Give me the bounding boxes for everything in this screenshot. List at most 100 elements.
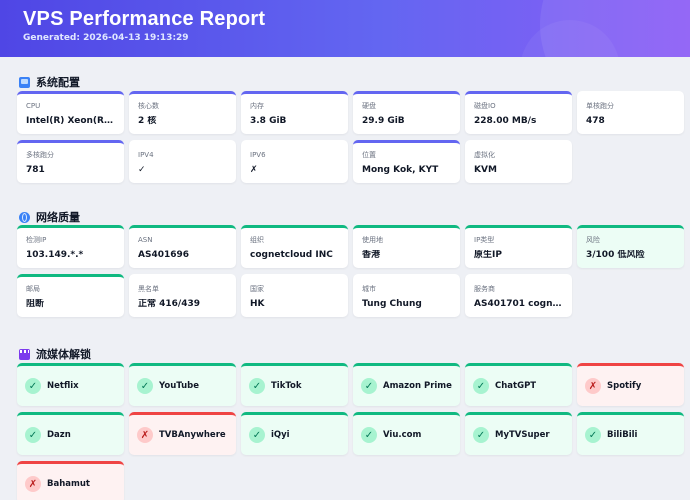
network-card-city: 城市 Tung Chung	[353, 274, 460, 317]
card-label: 磁盘IO	[474, 102, 496, 110]
card-label: 多核跑分	[26, 151, 54, 159]
report-header: VPS Performance Report Generated: 2026-0…	[0, 0, 690, 57]
cross-icon: ✗	[25, 476, 41, 492]
network-card-provider: 服务商 AS401701 cognetcl...	[465, 274, 572, 317]
network-section-title: 网络质量	[19, 209, 80, 225]
streaming-card-chatgpt: ✓ ChatGPT	[465, 363, 572, 406]
card-value: 3.8 GiB	[250, 116, 287, 126]
film-icon	[19, 348, 30, 360]
system-card-virtualization: 虚拟化 KVM	[465, 140, 572, 183]
streaming-card-spotify: ✗ Spotify	[577, 363, 684, 406]
network-card-mail: 邮局 阻断	[17, 274, 124, 317]
streaming-card-bilibili: ✓ BiliBili	[577, 412, 684, 455]
streaming-card-iqyi: ✓ iQyi	[241, 412, 348, 455]
system-card-location: 位置 Mong Kok, KYT	[353, 140, 460, 183]
card-value: 原生IP	[474, 250, 502, 260]
card-label: 硬盘	[362, 102, 376, 110]
card-label: 邮局	[26, 285, 40, 293]
network-card-asn: ASN AS401696	[129, 225, 236, 268]
check-icon: ✓	[361, 378, 377, 394]
streaming-service-name: Dazn	[47, 430, 71, 440]
system-card-memory: 内存 3.8 GiB	[241, 91, 348, 134]
card-value: KVM	[474, 165, 497, 175]
system-card-disk: 硬盘 29.9 GiB	[353, 91, 460, 134]
card-value: 781	[26, 165, 45, 175]
card-value: 正常 416/439	[138, 299, 200, 309]
card-label: 使用地	[362, 236, 383, 244]
system-section-label: 系统配置	[36, 76, 80, 89]
globe-icon	[19, 211, 30, 223]
streaming-service-name: Bahamut	[47, 479, 90, 489]
check-icon: ✓	[585, 427, 601, 443]
system-card-ipv4: IPV4 ✓	[129, 140, 236, 183]
streaming-card-bahamut: ✗ Bahamut	[17, 461, 124, 500]
streaming-service-name: YouTube	[159, 381, 200, 391]
card-value: Intel(R) Xeon(R) Go...	[26, 116, 115, 126]
system-card-cores: 核心数 2 核	[129, 91, 236, 134]
card-label: ASN	[138, 236, 153, 244]
card-label: 位置	[362, 151, 376, 159]
network-card-blacklist: 黑名单正常 416/439	[129, 274, 236, 317]
card-label: 虚拟化	[474, 151, 495, 159]
check-icon: ✓	[473, 378, 489, 394]
card-value: 29.9 GiB	[362, 116, 405, 126]
generated-timestamp: Generated: 2026-04-13 19:13:29	[23, 33, 189, 43]
card-value: AS401701 cognetcl...	[474, 299, 563, 309]
computer-icon	[19, 76, 30, 88]
streaming-service-name: BiliBili	[607, 430, 638, 440]
card-value: 228.00 MB/s	[474, 116, 537, 126]
card-label: 组织	[250, 236, 264, 244]
page-title: VPS Performance Report	[23, 8, 266, 30]
system-card-single-core: 单核跑分 478	[577, 91, 684, 134]
card-label: 黑名单	[138, 285, 159, 293]
streaming-card-viu-com: ✓ Viu.com	[353, 412, 460, 455]
card-value: 香港	[362, 250, 381, 260]
system-section-title: 系统配置	[19, 74, 80, 90]
card-label: 核心数	[138, 102, 159, 110]
network-card-usage-location: 使用地 香港	[353, 225, 460, 268]
cross-icon: ✗	[585, 378, 601, 394]
streaming-card-youtube: ✓ YouTube	[129, 363, 236, 406]
card-label: 风险	[586, 236, 600, 244]
streaming-card-dazn: ✓ Dazn	[17, 412, 124, 455]
card-label: 内存	[250, 102, 264, 110]
card-value: 阻断	[26, 299, 45, 309]
streaming-card-mytvsuper: ✓ MyTVSuper	[465, 412, 572, 455]
system-card-disk-io: 磁盘IO 228.00 MB/s	[465, 91, 572, 134]
card-label: 城市	[362, 285, 376, 293]
system-card-ipv6: IPV6 ✗	[241, 140, 348, 183]
card-value: 3/100 低风险	[586, 250, 645, 260]
card-label: 服务商	[474, 285, 495, 293]
check-icon: ✓	[25, 427, 41, 443]
system-card-multi-core: 多核跑分 781	[17, 140, 124, 183]
card-value: Mong Kok, KYT	[362, 165, 439, 175]
streaming-service-name: Spotify	[607, 381, 642, 391]
streaming-service-name: Amazon Prime	[383, 381, 452, 391]
system-grid: CPU Intel(R) Xeon(R) Go... 核心数 2 核 内存 3.8 G…	[17, 91, 685, 183]
streaming-service-name: Viu.com	[383, 430, 422, 440]
network-card-risk: 风险 3/100 低风险	[577, 225, 684, 268]
card-label: IPV4	[138, 151, 154, 159]
card-label: IPV6	[250, 151, 266, 159]
card-label: 国家	[250, 285, 264, 293]
streaming-service-name: Netflix	[47, 381, 79, 391]
card-value: Tung Chung	[362, 299, 422, 309]
card-label: 单核跑分	[586, 102, 614, 110]
streaming-section-label: 流媒体解锁	[36, 348, 91, 361]
streaming-card-tiktok: ✓ TikTok	[241, 363, 348, 406]
network-card-ip: 检测IP 103.149.*.*	[17, 225, 124, 268]
card-value: AS401696	[138, 250, 190, 260]
header-decoration	[540, 0, 690, 57]
streaming-service-name: iQyi	[271, 430, 290, 440]
streaming-card-tvbanywhere: ✗ TVBAnywhere	[129, 412, 236, 455]
check-icon: ✓	[249, 378, 265, 394]
card-value: HK	[250, 299, 265, 309]
card-value: 103.149.*.*	[26, 250, 84, 260]
card-label: IP类型	[474, 236, 495, 244]
card-label: 检测IP	[26, 236, 47, 244]
check-icon: ✓	[137, 378, 153, 394]
streaming-service-name: TikTok	[271, 381, 302, 391]
network-card-ip-type: IP类型原生IP	[465, 225, 572, 268]
streaming-card-amazon-prime: ✓ Amazon Prime	[353, 363, 460, 406]
cross-icon: ✗	[137, 427, 153, 443]
